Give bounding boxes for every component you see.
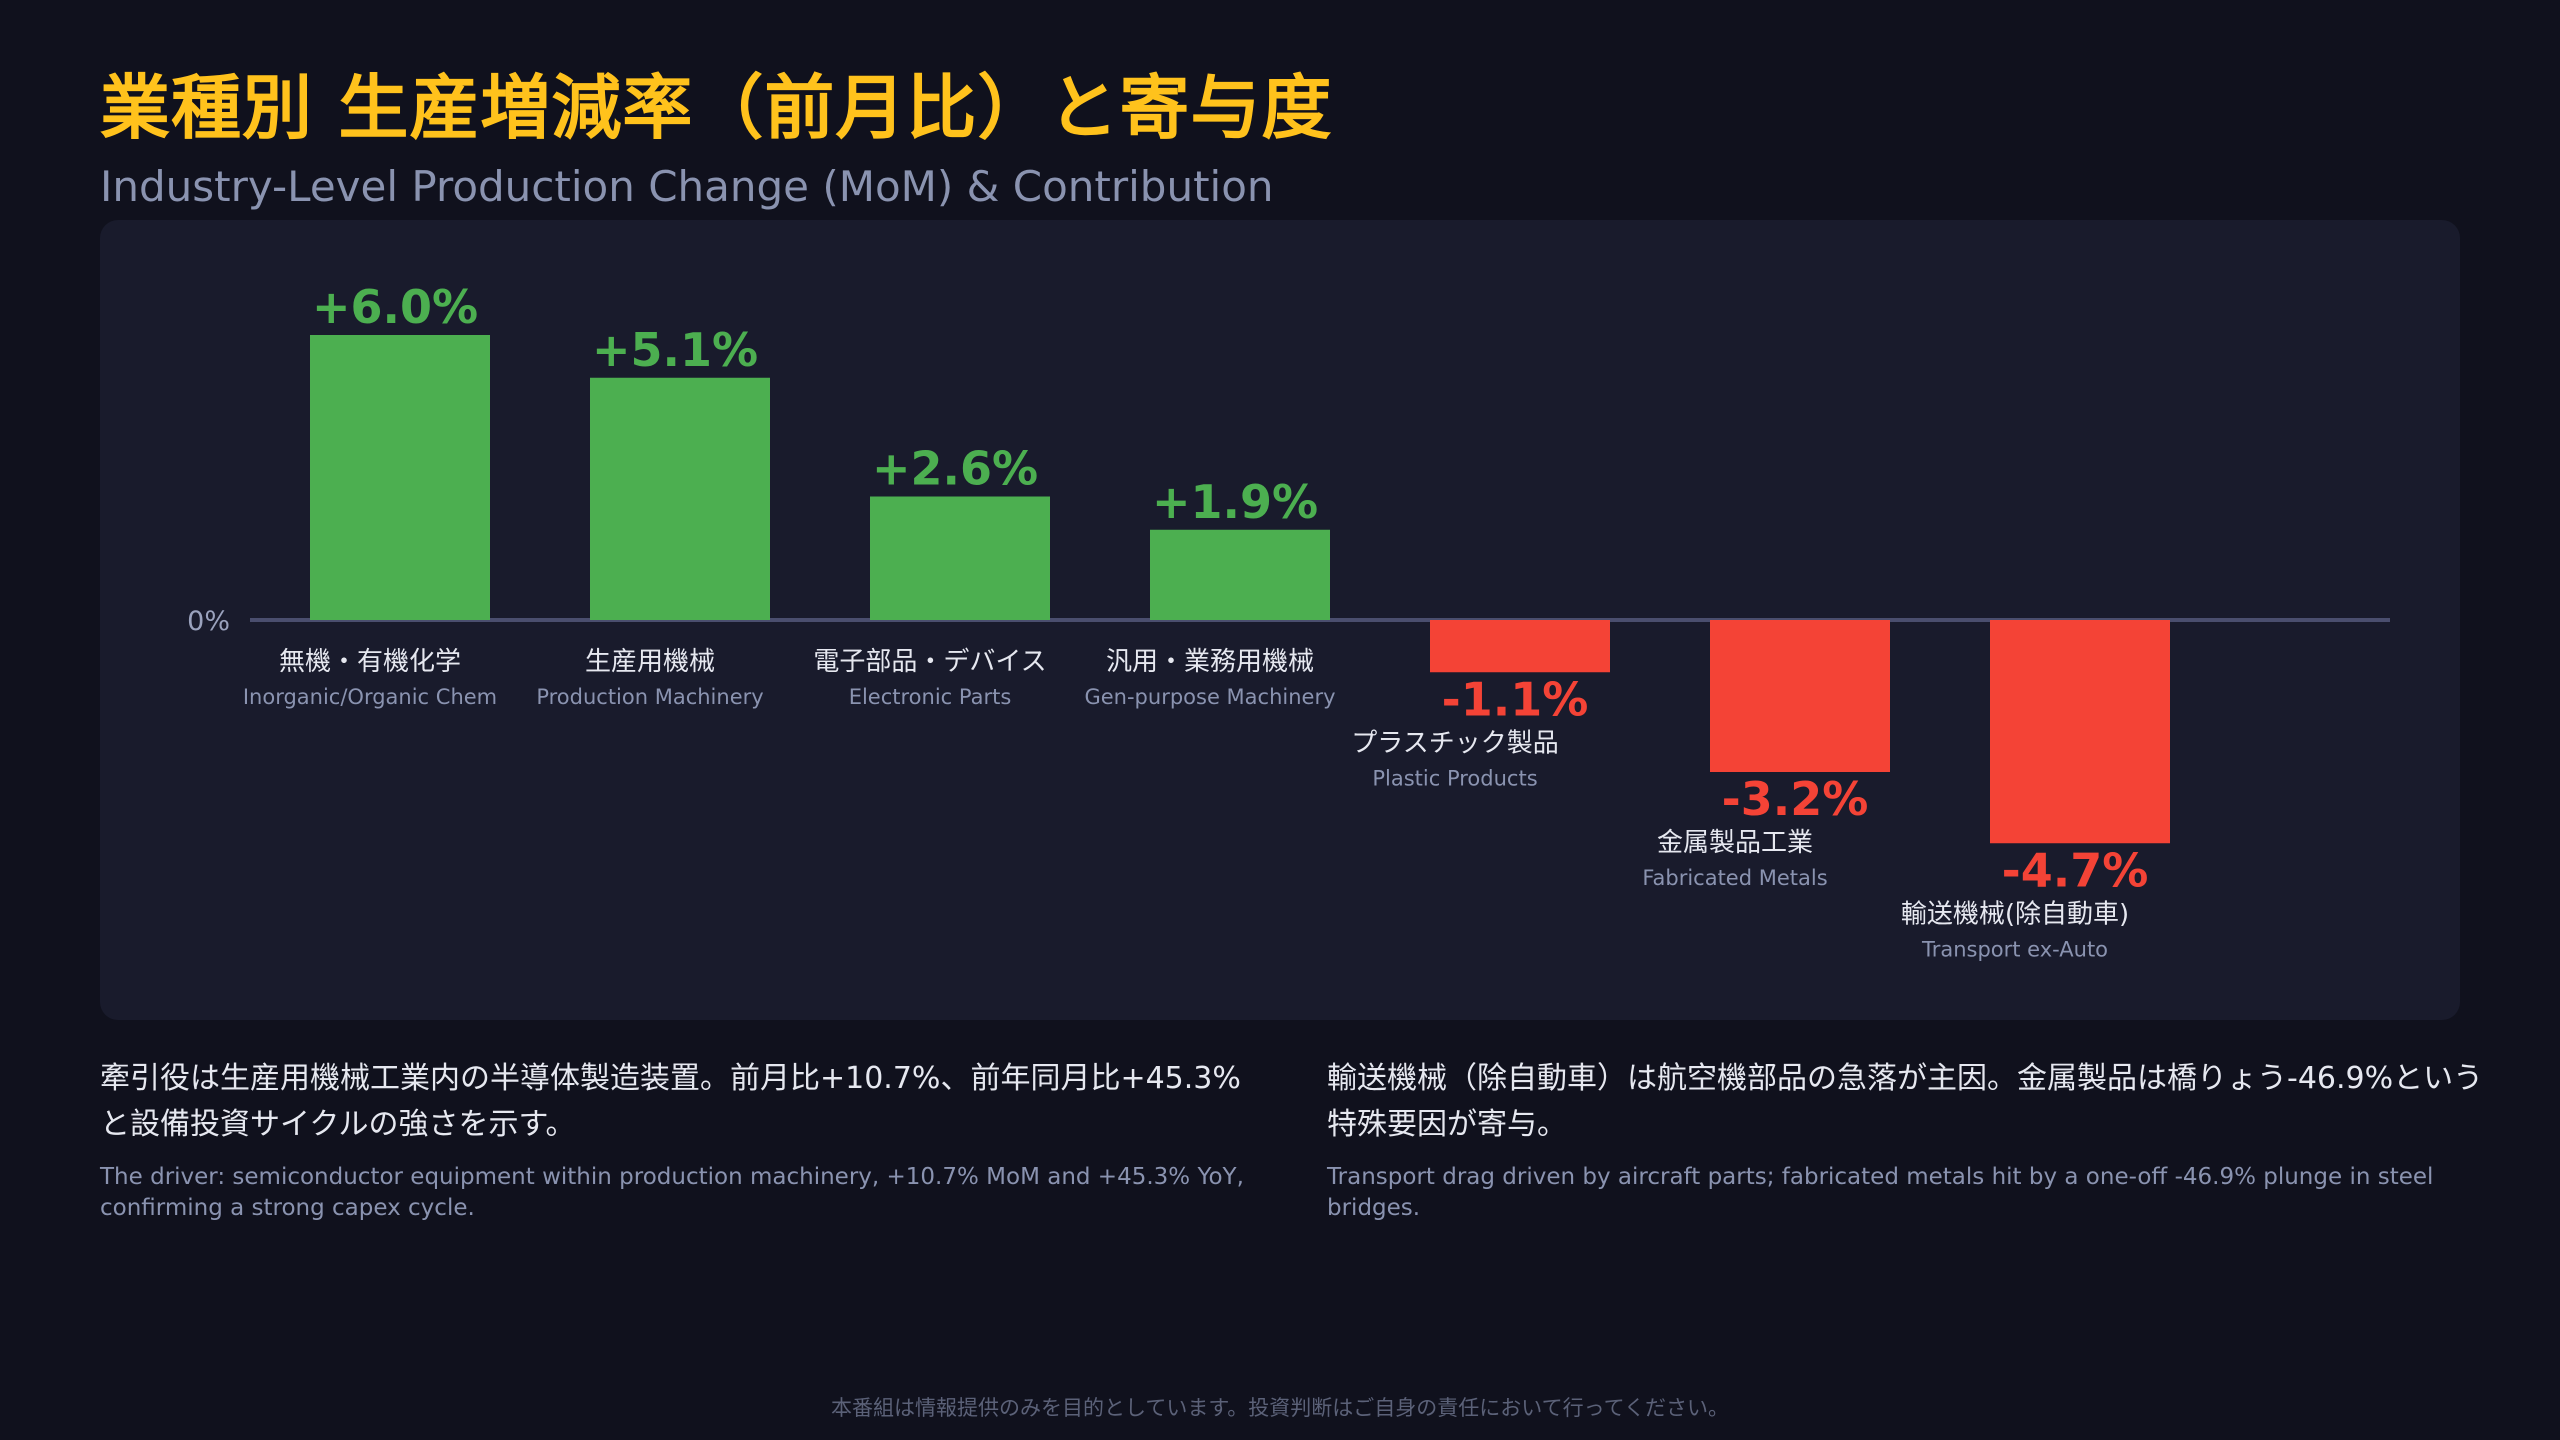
bar	[310, 335, 490, 620]
note-left: 牽引役は生産用機械工業内の半導体製造装置。前月比+10.7%、前年同月比+45.…	[100, 1056, 1260, 1224]
note-left-en: The driver: semiconductor equipment with…	[100, 1164, 1244, 1221]
bar	[870, 496, 1050, 620]
zero-tick-label: 0%	[187, 606, 230, 637]
disclaimer: 本番組は情報提供のみを目的としています。投資判断はご自身の責任において行ってくだ…	[831, 1396, 1729, 1420]
data-label: -1.1%	[1442, 672, 1589, 726]
data-label: -3.2%	[1722, 772, 1869, 826]
bar	[590, 377, 770, 620]
category-label: 輸送機械(除自動車)	[1901, 899, 2129, 929]
bar	[1430, 620, 1610, 673]
bar	[1710, 620, 1890, 772]
note-right-jp: 輸送機械（除自動車）は航空機部品の急落が主因。金属製品は橋りょう-46.9%とい…	[1327, 1061, 2484, 1142]
bar	[1150, 529, 1330, 620]
note-left-jp: 牽引役は生産用機械工業内の半導体製造装置。前月比+10.7%、前年同月比+45.…	[100, 1061, 1241, 1142]
page-title: 業種別 生産増減率（前月比）と寄与度	[100, 67, 1333, 149]
data-label: +6.0%	[312, 280, 478, 334]
note-right: 輸送機械（除自動車）は航空機部品の急落が主因。金属製品は橋りょう-46.9%とい…	[1327, 1056, 2487, 1224]
data-label: +1.9%	[1152, 475, 1318, 529]
category-label: 電子部品・デバイス	[813, 647, 1046, 677]
category-label: プラスチック製品	[1351, 728, 1558, 758]
category-label-en: Electronic Parts	[849, 685, 1012, 709]
category-label-en: Fabricated Metals	[1642, 866, 1827, 890]
category-label-en: Transport ex-Auto	[1921, 937, 2108, 961]
category-label-en: Gen-purpose Machinery	[1084, 685, 1335, 709]
category-label: 生産用機械	[585, 647, 715, 677]
bar	[1990, 620, 2170, 844]
category-label: 汎用・業務用機械	[1106, 647, 1314, 677]
data-label: +5.1%	[592, 323, 758, 377]
category-label-en: Inorganic/Organic Chem	[243, 685, 497, 709]
data-label: -4.7%	[2002, 843, 2149, 897]
category-label: 金属製品工業	[1657, 828, 1813, 858]
bar-chart: 0% +6.0% 無機・有機化学 Inorganic/Organic Chem +5.1…	[187, 280, 2390, 961]
chart-panel: 0% +6.0% 無機・有機化学 Inorganic/Organic Chem +5.1…	[100, 220, 2460, 1020]
note-right-en: Transport drag driven by aircraft parts;…	[1327, 1164, 2434, 1221]
category-label: 無機・有機化学	[279, 647, 461, 677]
category-label-en: Production Machinery	[536, 685, 763, 709]
data-label: +2.6%	[872, 442, 1038, 496]
page-subtitle: Industry-Level Production Change (MoM) &…	[100, 162, 1274, 211]
category-label-en: Plastic Products	[1372, 766, 1537, 790]
